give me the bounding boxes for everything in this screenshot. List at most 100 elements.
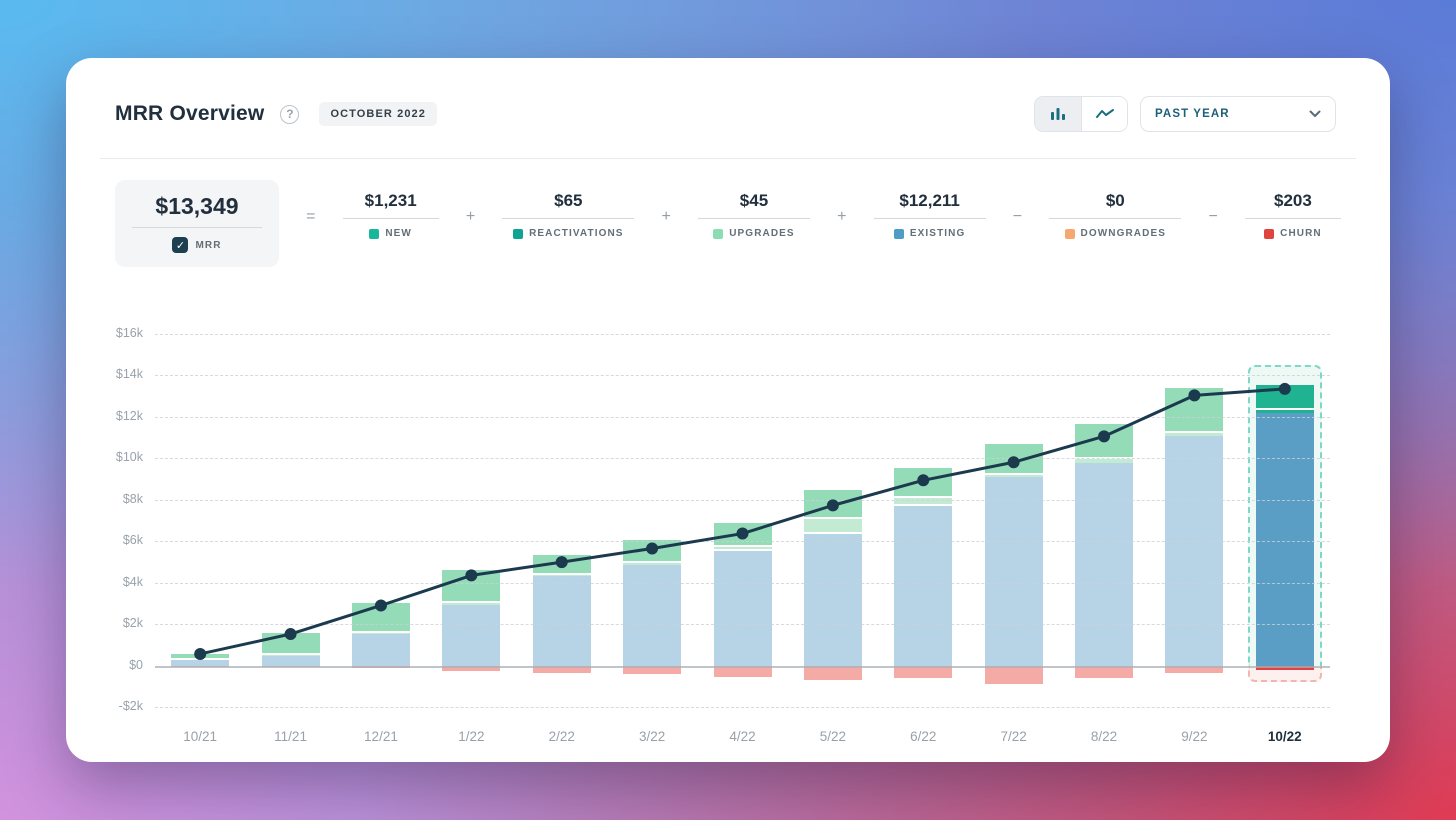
bar-segment-churn[interactable] (623, 665, 682, 674)
metric-churn: $203 CHURN (1244, 180, 1341, 239)
bar-6/22[interactable] (894, 334, 953, 666)
bar-segment-churn[interactable] (351, 665, 410, 669)
metric-existing: $12,211 EXISTING (873, 180, 986, 239)
plus-operator: + (661, 208, 671, 225)
bar-segment-new[interactable] (713, 522, 772, 548)
bar-9/22[interactable] (1165, 334, 1224, 666)
bar-segment-new[interactable] (803, 490, 862, 520)
equals-operator: = (306, 208, 316, 225)
bar-segment-existing[interactable] (532, 576, 591, 666)
x-tick-label: 1/22 (458, 729, 485, 744)
bar-segment-churn[interactable] (261, 665, 320, 667)
bar-segment-churn[interactable] (984, 665, 1043, 684)
bar-segment-existing[interactable] (261, 655, 320, 666)
metric-reactivations: $65 REACTIVATIONS (502, 180, 635, 239)
plus-operator: + (465, 208, 476, 225)
y-tick-label: $6k (122, 533, 143, 548)
bar-segment-churn[interactable] (713, 665, 772, 677)
bar-segment-new[interactable] (623, 540, 682, 563)
line-chart-view-button[interactable] (1081, 97, 1127, 131)
bar-segment-upgrades[interactable] (171, 659, 230, 661)
x-tick-label: 11/21 (274, 729, 307, 744)
bar-segment-new[interactable] (1075, 424, 1134, 460)
bar-segment-churn[interactable] (1165, 665, 1224, 673)
bar-chart-view-button[interactable] (1035, 97, 1081, 131)
underline (342, 218, 439, 219)
bar-segment-new[interactable] (894, 468, 953, 498)
bar-segment-churn[interactable] (442, 665, 501, 671)
mrr-chart: $16k $14k $12k $10k $8k $6k $4k $2k $0 -$2k 10/21… (66, 285, 1390, 755)
bar-segment-existing[interactable] (623, 565, 682, 666)
metric-new: $1,231 NEW (342, 180, 439, 239)
metric-churn-value: $203 (1274, 191, 1312, 210)
bar-segment-existing[interactable] (803, 534, 862, 666)
bar-segment-churn[interactable] (1075, 665, 1134, 678)
bar-segment-new[interactable] (532, 554, 591, 575)
metric-churn-label: CHURN (1280, 228, 1322, 239)
x-tick-label: 9/22 (1181, 729, 1208, 744)
bar-segment-new[interactable] (442, 570, 501, 603)
metric-existing-label: EXISTING (909, 228, 966, 239)
plot-area: $16k $14k $12k $10k $8k $6k $4k $2k $0 -$2k 10/21… (116, 326, 1330, 744)
bar-10/22[interactable] (1255, 334, 1314, 666)
bar-2/22[interactable] (532, 334, 591, 666)
bar-segment-new[interactable] (1255, 384, 1314, 411)
bar-10/21[interactable] (171, 334, 230, 666)
bar-segment-upgrades[interactable] (803, 519, 862, 535)
bar-segment-new[interactable] (351, 602, 410, 634)
metric-new-label: NEW (385, 228, 412, 239)
bar-3/22[interactable] (623, 334, 682, 666)
new-legend-swatch (369, 228, 380, 239)
x-tick-label: 12/21 (364, 729, 398, 744)
bar-1/22[interactable] (442, 334, 501, 666)
underline (1049, 218, 1182, 219)
bar-segment-existing[interactable] (1075, 463, 1134, 666)
gridline (155, 707, 1330, 708)
bar-segment-new[interactable] (261, 633, 320, 655)
bar-4/22[interactable] (713, 334, 772, 666)
mrr-checkbox[interactable]: ✓ (172, 237, 189, 253)
bar-segment-churn[interactable] (803, 665, 862, 681)
bar-segment-existing[interactable] (984, 477, 1043, 666)
bar-segment-existing[interactable] (1255, 412, 1314, 666)
bar-segment-churn[interactable] (1255, 665, 1314, 670)
x-tick-label: 4/22 (729, 729, 756, 744)
bar-5/22[interactable] (803, 334, 862, 666)
x-tick-label: 7/22 (1000, 729, 1027, 744)
bar-segment-new[interactable] (984, 444, 1043, 476)
x-tick-label: 10/22 (1267, 729, 1302, 744)
reactivations-legend-swatch (513, 228, 524, 239)
period-badge: OCTOBER 2022 (319, 102, 437, 126)
bar-segment-churn[interactable] (532, 665, 591, 674)
bar-segment-existing[interactable] (894, 506, 953, 666)
metric-upgrades-value: $45 (739, 191, 769, 210)
metric-new-value: $1,231 (364, 191, 417, 210)
x-tick-label: 3/22 (638, 729, 666, 744)
bar-segment-upgrades[interactable] (894, 497, 953, 507)
bar-segment-new[interactable] (1165, 388, 1224, 434)
existing-legend-swatch (893, 228, 904, 239)
bar-segment-existing[interactable] (442, 605, 501, 666)
bar-segment-existing[interactable] (351, 634, 410, 666)
x-tick-label: 10/21 (183, 729, 218, 744)
bar-segment-existing[interactable] (713, 551, 772, 666)
x-tick-label: 6/22 (910, 729, 937, 744)
bar-7/22[interactable] (984, 334, 1043, 666)
y-tick-label: $12k (115, 408, 143, 423)
bar-segment-existing[interactable] (171, 660, 230, 666)
plus-operator: + (837, 208, 847, 225)
underline (132, 227, 262, 228)
help-icon[interactable]: ? (280, 104, 300, 124)
page-title: MRR Overview (115, 102, 265, 125)
bar-12/21[interactable] (351, 334, 410, 666)
bar-segment-existing[interactable] (1165, 436, 1224, 666)
churn-legend-swatch (1264, 228, 1275, 239)
bar-segment-churn[interactable] (894, 665, 953, 678)
underline (873, 218, 986, 219)
bar-11/21[interactable] (261, 334, 320, 666)
y-tick-label: $10k (115, 450, 143, 465)
metric-existing-value: $12,211 (899, 191, 960, 210)
bar-8/22[interactable] (1075, 334, 1134, 666)
underline (502, 218, 635, 219)
time-range-dropdown[interactable]: PAST YEAR (1140, 96, 1336, 132)
